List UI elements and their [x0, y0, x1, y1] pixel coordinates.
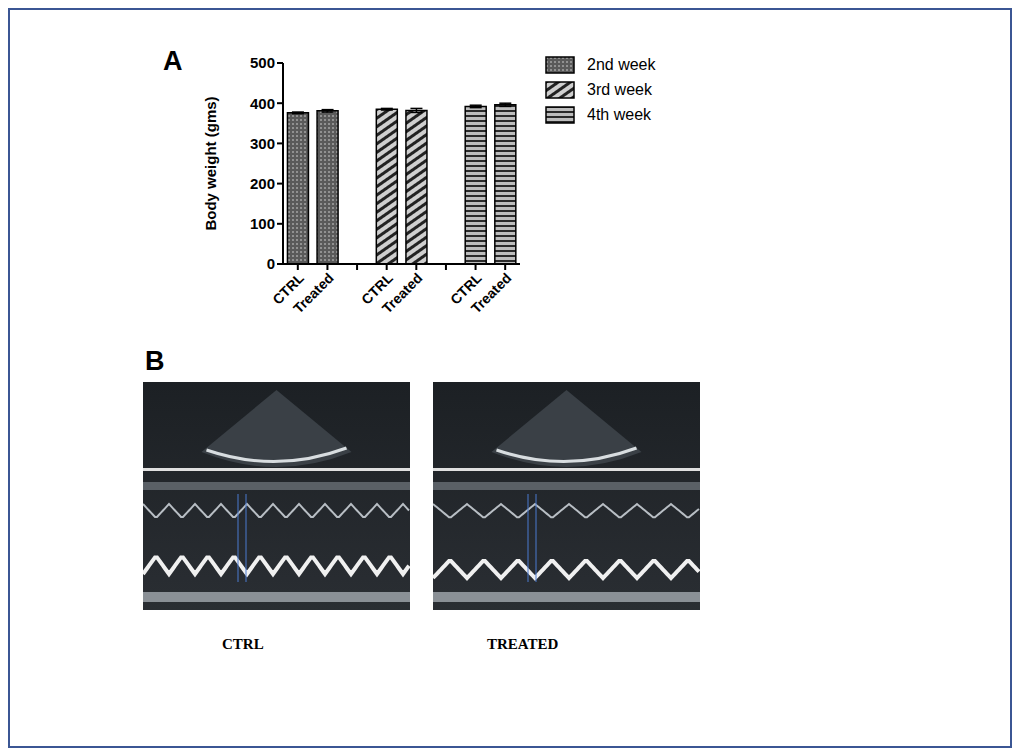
- html-text:CTRL: CTRL: [222, 636, 264, 652]
- svg-text:100: 100: [250, 215, 275, 232]
- svg-text:300: 300: [250, 135, 275, 152]
- svg-text:500: 500: [250, 54, 275, 71]
- html-text:3rd week: 3rd week: [587, 80, 652, 98]
- svg-text:200: 200: [250, 175, 275, 192]
- svg-text:CTRL: CTRL: [269, 269, 307, 308]
- svg-text:400: 400: [250, 95, 275, 112]
- svg-text:Treated: Treated: [468, 270, 515, 317]
- svg-text:CTRL: CTRL: [447, 269, 485, 308]
- html-text:A: A: [163, 46, 183, 76]
- svg-text:0: 0: [267, 255, 275, 272]
- svg-text:Treated: Treated: [290, 270, 337, 317]
- html-text:TREATED: TREATED: [487, 636, 559, 652]
- html-text:B: B: [145, 346, 165, 376]
- svg-text:Treated: Treated: [379, 270, 426, 317]
- svg-text:CTRL: CTRL: [358, 269, 396, 308]
- html-text:4th week: 4th week: [587, 105, 651, 123]
- svg-text:Body weight (gms): Body weight (gms): [203, 96, 219, 230]
- html-text:2nd week: 2nd week: [587, 55, 656, 73]
